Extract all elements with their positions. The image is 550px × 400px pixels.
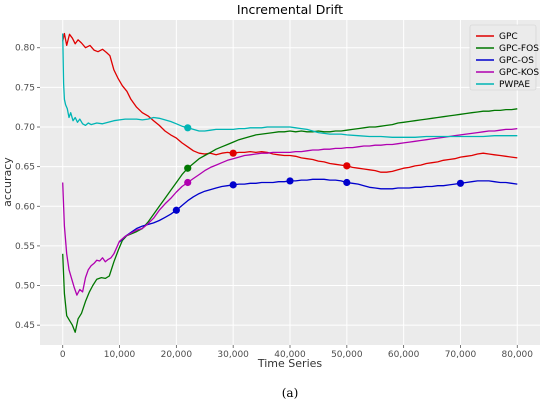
x-tick-label: 40,000	[274, 350, 306, 360]
marker-gpc-os	[172, 206, 180, 214]
series-line-gpc-fos	[62, 108, 518, 333]
chart-title: Incremental Drift	[237, 2, 343, 17]
y-tick-label: 0.50	[15, 282, 35, 292]
x-tick-label: 60,000	[388, 350, 420, 360]
series-line-gpc-os	[119, 178, 518, 243]
x-axis-ticks: 0 10,000 20,000 30,000 40,000 50,000 60,000 70,…	[60, 345, 533, 360]
y-axis-ticks: 0.45 0.50 0.55 0.60 0.65 0.70 0.75 0.80	[15, 44, 40, 331]
y-tick-label: 0.60	[15, 202, 35, 212]
marker-gpc-fos	[184, 164, 192, 172]
marker-gpc-os	[343, 178, 351, 187]
legend-box	[469, 24, 537, 91]
marker-gpc	[229, 149, 237, 157]
marker-gpc-os	[229, 181, 237, 189]
legend-label-gpc-kos: GPC-KOS	[499, 68, 539, 78]
x-tick-label: 50,000	[331, 350, 363, 360]
legend-label-pwpae: PWPAE	[499, 80, 530, 90]
y-tick-label: 0.80	[15, 44, 35, 54]
marker-gpc	[343, 162, 351, 170]
legend-label-gpc-os: GPC-OS	[499, 56, 534, 66]
series-layer	[62, 32, 518, 333]
y-tick-label: 0.55	[15, 242, 35, 252]
y-tick-label: 0.65	[15, 163, 35, 173]
markers-layer	[172, 124, 465, 214]
y-tick-label: 0.75	[15, 83, 35, 93]
x-tick-label: 0	[60, 350, 66, 360]
figure-caption: (a)	[282, 386, 299, 400]
legend: GPC GPC-FOS GPC-OS GPC-KOS PWPAE	[469, 24, 539, 91]
legend-label-gpc-fos: GPC-FOS	[499, 44, 539, 54]
x-axis-label: Time Series	[257, 357, 323, 370]
marker-gpc-kos	[184, 178, 192, 187]
x-tick-label: 80,000	[502, 350, 534, 360]
legend-label-gpc: GPC	[499, 32, 518, 42]
x-tick-label: 70,000	[445, 350, 477, 360]
marker-gpc-os	[286, 177, 294, 185]
y-tick-label: 0.45	[15, 321, 35, 331]
x-tick-label: 10,000	[104, 350, 136, 360]
marker-pwpae	[184, 124, 192, 132]
x-tick-label: 30,000	[217, 350, 249, 360]
x-tick-label: 20,000	[161, 350, 193, 360]
y-axis-label: accuracy	[1, 157, 14, 207]
marker-gpc-os	[456, 179, 465, 187]
y-tick-label: 0.70	[15, 123, 35, 133]
series-line-pwpae	[62, 33, 518, 138]
series-line-gpc-kos	[62, 127, 518, 296]
